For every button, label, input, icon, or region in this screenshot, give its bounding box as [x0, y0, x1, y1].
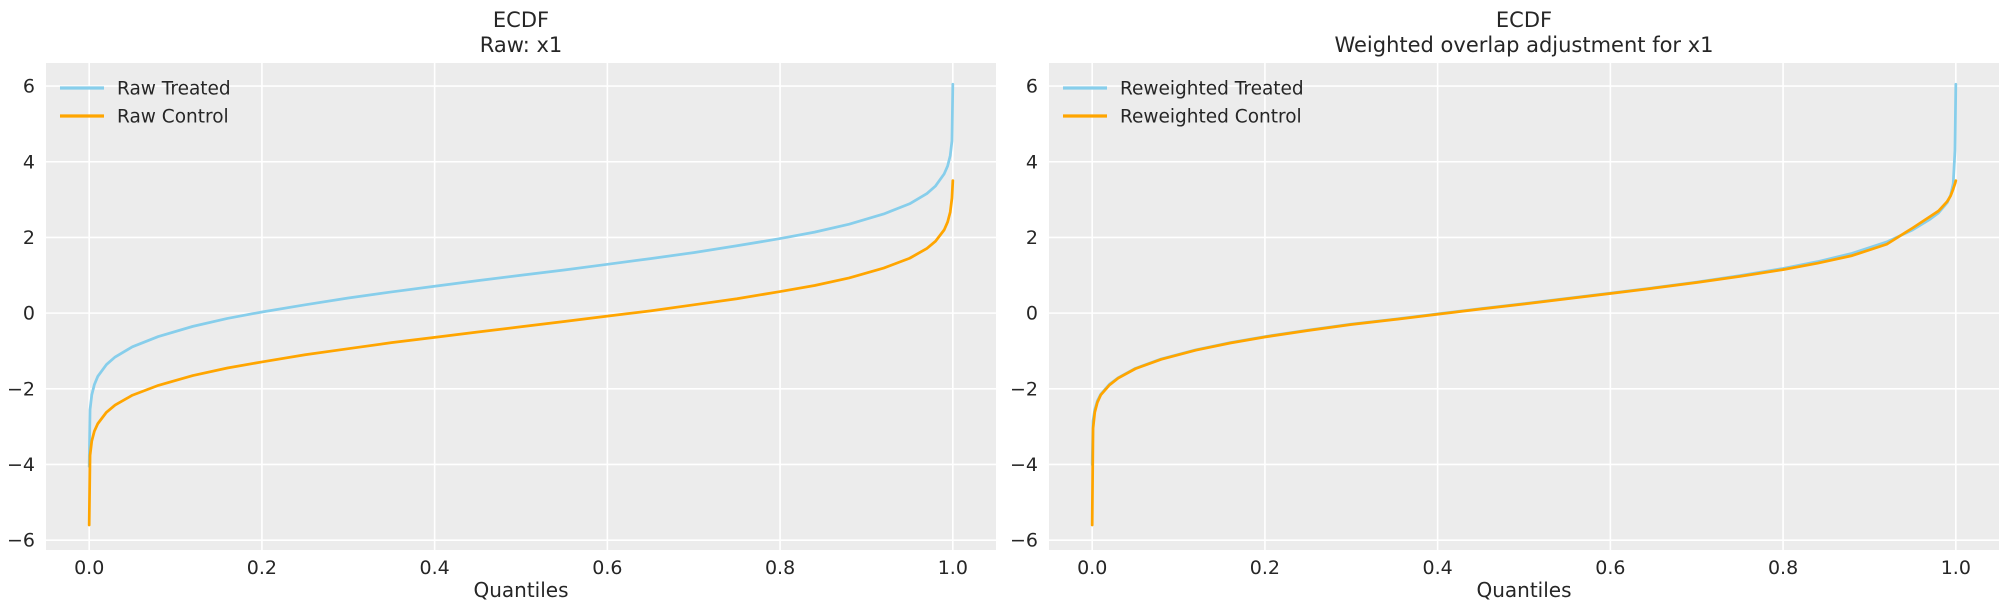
y-tick-label: 2 — [1026, 227, 1038, 249]
series-line-raw-treated — [87, 82, 955, 468]
panel-raw-group: 0.0 0.2 0.4 0.6 0.8 1.0 −6 −4 −2 0 2 4 6 Quantiles ECD… — [7, 8, 996, 602]
y-tick-label: −4 — [7, 454, 35, 476]
y-tick-label: −4 — [1010, 454, 1038, 476]
x-tick-label: 0.2 — [247, 557, 277, 579]
y-tick-label: 4 — [1026, 151, 1038, 173]
y-tick-label: −2 — [7, 378, 35, 400]
x-tick-label: 0.0 — [74, 557, 104, 579]
y-tick-label: 2 — [23, 227, 35, 249]
legend-label-reweighted-control: Reweighted Control — [1120, 107, 1302, 128]
x-tick-label: 0.4 — [1423, 557, 1453, 579]
series-line-reweighted-control — [1090, 179, 1958, 527]
x-tick-label: 0.0 — [1077, 557, 1107, 579]
x-tick-label: 0.4 — [420, 557, 450, 579]
x-tick-label: 0.6 — [592, 557, 622, 579]
y-tick-label: 6 — [1026, 76, 1038, 98]
y-tick-label: −2 — [1010, 378, 1038, 400]
panel-title-line1: ECDF — [1496, 8, 1552, 32]
y-tick-label: 4 — [23, 151, 35, 173]
panel-weighted-group: 0.0 0.2 0.4 0.6 0.8 1.0 −6 −4 −2 0 2 4 6 Quantiles ECD… — [1010, 8, 1999, 602]
panel-title-line1: ECDF — [493, 8, 549, 32]
x-tick-label: 1.0 — [1941, 557, 1971, 579]
y-tick-label: −6 — [1010, 530, 1038, 552]
panel-title-line2: Raw: x1 — [480, 33, 563, 57]
x-axis-label: Quantiles — [1476, 578, 1571, 602]
x-axis-label: Quantiles — [473, 578, 568, 602]
y-tick-label: −6 — [7, 530, 35, 552]
x-tick-label: 0.8 — [1768, 557, 1798, 579]
plot-area — [46, 63, 996, 550]
panel-title-line2: Weighted overlap adjustment for x1 — [1334, 33, 1713, 57]
y-tick-label: 0 — [23, 303, 35, 325]
x-tick-label: 1.0 — [938, 557, 968, 579]
y-tick-label: 0 — [1026, 303, 1038, 325]
x-tick-label: 0.6 — [1595, 557, 1625, 579]
x-tick-label: 0.8 — [765, 557, 795, 579]
series-line-raw-control — [87, 179, 955, 527]
y-tick-label: 6 — [23, 76, 35, 98]
legend-label-raw-control: Raw Control — [117, 107, 229, 128]
legend-label-reweighted-treated: Reweighted Treated — [1120, 79, 1304, 100]
plot-area — [1049, 63, 1999, 550]
legend-label-raw-treated: Raw Treated — [117, 79, 231, 100]
x-tick-label: 0.2 — [1250, 557, 1280, 579]
